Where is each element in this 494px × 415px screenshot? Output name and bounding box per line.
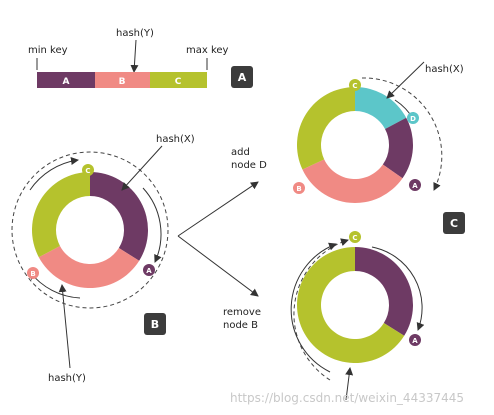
ring-remove-node-c-label: C [352, 234, 357, 242]
ring-remove-arc-a [355, 247, 413, 336]
ring-b-node-b: B [27, 267, 39, 279]
ring-b-arrow-to-a [142, 187, 162, 263]
ring-b-hash-x-arrow [121, 145, 163, 191]
segment-a [37, 72, 95, 88]
ring-add-node-b: B [293, 182, 305, 194]
ring-remove-arrow-to-c [290, 242, 337, 373]
ring-remove-dashed-arrow [293, 238, 349, 381]
ring-b-node-a: A [143, 264, 155, 276]
linear-key-space: min key max key hash(Y) A B C [28, 28, 229, 88]
ring-add-node-d: D [407, 112, 419, 124]
ring-b-arc-c [32, 172, 90, 258]
ring-b-node-a-label: A [146, 267, 152, 275]
ring-b-node-c: C [82, 164, 94, 176]
ring-add-node-a-label: A [412, 182, 418, 190]
transition-remove-line1: remove [223, 307, 261, 318]
ring-add-dashed-arrow [361, 77, 443, 191]
linear-hash-y-label: hash(Y) [116, 28, 154, 39]
panel-tag-c-label: C [450, 217, 458, 230]
panel-tag-b-label: B [151, 318, 159, 331]
ring-add-node-a: A [409, 179, 421, 191]
segment-b [95, 72, 150, 88]
panel-tag-a: A [231, 66, 253, 88]
segment-a-label: A [63, 77, 70, 87]
transition-add-line1: add [231, 147, 250, 158]
ring-remove-node-a-label: A [412, 337, 418, 345]
ring-add-node: C D A B hash(X) [293, 61, 464, 204]
ring-remove-node-c: C [349, 231, 361, 243]
panel-tag-c: C [443, 212, 465, 234]
ring-remove-hash-arrow [345, 367, 354, 401]
ring-remove-node: C A [290, 231, 425, 401]
ring-b-node-c-label: C [85, 167, 90, 175]
ring-add-arc-d [355, 87, 407, 130]
transition-add-line2: node D [231, 160, 267, 171]
ring-remove-arc-c [297, 247, 405, 363]
transition-remove-line2: node B [223, 320, 258, 331]
min-key-label: min key [28, 45, 68, 56]
segment-c-label: C [175, 77, 182, 87]
ring-b-hash-y-arrow [58, 284, 71, 369]
ring-add-arc-b [302, 159, 403, 204]
max-key-label: max key [186, 45, 229, 56]
ring-remove-arrow-to-a [371, 246, 425, 331]
ring-b-arc-b [38, 245, 140, 288]
ring-b-hash-x-label: hash(X) [156, 134, 195, 145]
ring-original: C A B hash(X) hash(Y) [11, 134, 195, 384]
ring-add-arc-c [296, 87, 355, 170]
ring-b-arrow-to-c [29, 157, 79, 191]
ring-b-dashed-orbit [11, 151, 169, 309]
segment-b-label: B [119, 77, 126, 87]
watermark: https://blog.csdn.net/weixin_44337445 [230, 391, 464, 405]
ring-add-node-d-label: D [410, 115, 416, 123]
ring-add-arc-a [382, 117, 413, 179]
transition-add-arrow [177, 181, 259, 237]
transition-arrows: add node D remove node B [177, 147, 267, 331]
panel-tag-b: B [144, 313, 166, 335]
ring-add-node-c-label: C [352, 82, 357, 90]
ring-b-arc-a [90, 172, 148, 261]
linear-hash-y-arrow [130, 39, 139, 73]
ring-add-hash-x-arrow [386, 61, 425, 99]
ring-b-hash-y-label: hash(Y) [48, 373, 86, 384]
ring-add-node-b-label: B [296, 185, 301, 193]
ring-remove-node-a: A [409, 334, 421, 346]
ring-b-node-b-label: B [30, 270, 35, 278]
transition-remove-arrow [177, 235, 259, 297]
panel-tag-a-label: A [238, 71, 247, 84]
ring-add-hash-x-label: hash(X) [425, 64, 464, 75]
ring-add-node-c: C [349, 79, 361, 91]
segment-c [150, 72, 207, 88]
